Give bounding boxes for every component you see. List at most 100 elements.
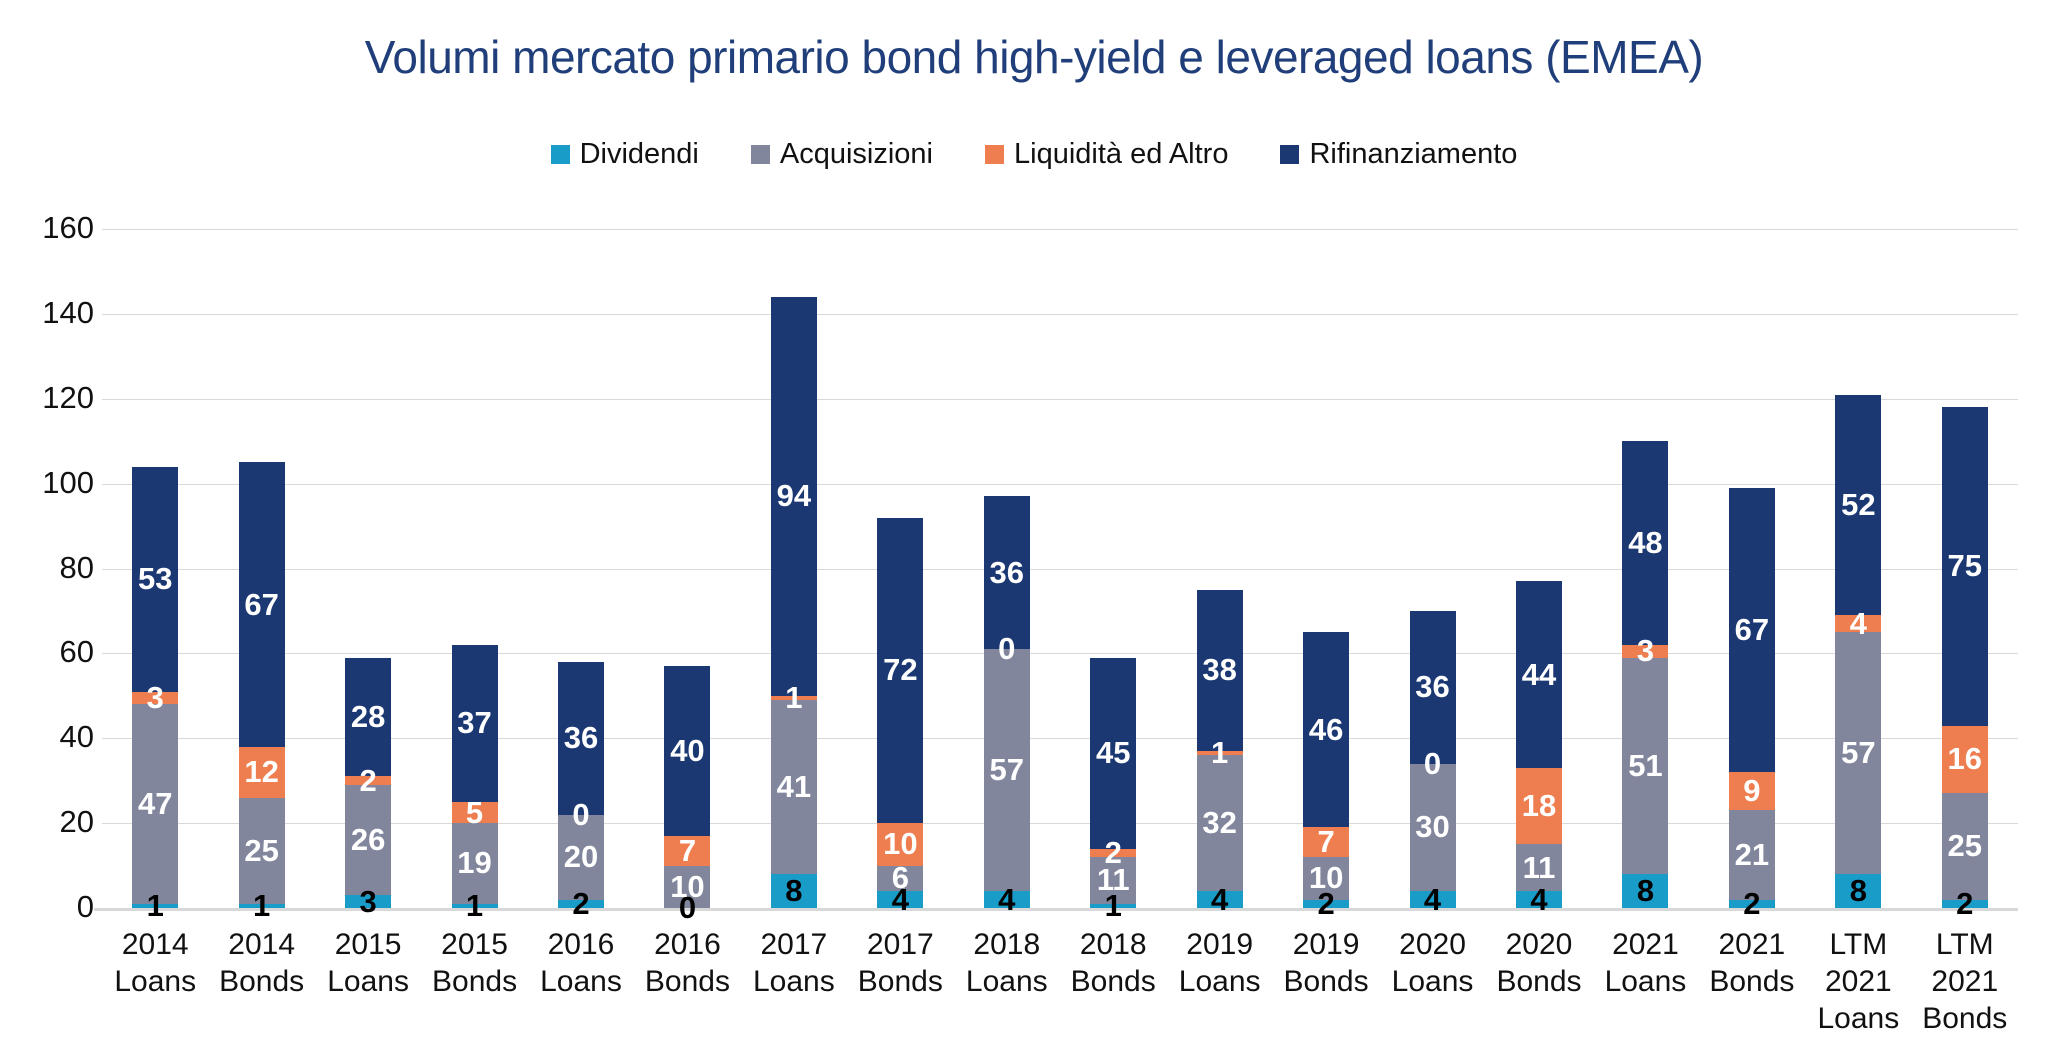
- data-label: 51: [1628, 747, 1663, 783]
- bar-segment-rifinanziamento-2017-bonds: [877, 517, 924, 824]
- bar-segment-rifinanziamento-2015-bonds: [451, 644, 498, 802]
- bar-segment-acquisizioni-2018-bonds: [1090, 857, 1137, 904]
- data-label: 94: [776, 478, 812, 514]
- x-axis-category-label: 2014 Bonds: [219, 928, 305, 998]
- data-label: 4: [1423, 881, 1442, 917]
- bar-segment-dividendi-2018-loans: [983, 891, 1030, 908]
- bar-segment-rifinanziamento-2016-loans: [558, 661, 604, 815]
- bar-segment-acquisizioni-2018-loans: [983, 649, 1030, 892]
- data-label: 57: [989, 752, 1024, 788]
- bar-segment-acquisizioni-2015-loans: [345, 784, 392, 896]
- x-axis-category-label: 2018 Bonds: [1070, 928, 1156, 998]
- data-label: 4: [1530, 881, 1548, 917]
- data-label: 0: [1423, 745, 1442, 781]
- data-label: 21: [1734, 836, 1770, 872]
- data-label: 53: [137, 561, 173, 597]
- data-label: 8: [1636, 873, 1655, 909]
- data-label: 3: [1636, 633, 1655, 669]
- data-label: 7: [678, 832, 697, 868]
- bar-segment-acquisizioni-2014-loans: [132, 704, 179, 904]
- bar-segment-liquidit-ed-altro-ltm-2021-bonds: [1941, 725, 1988, 794]
- data-label: 44: [1521, 656, 1557, 692]
- bar-segment-rifinanziamento-2018-bonds: [1090, 657, 1137, 849]
- data-label: 45: [1095, 735, 1131, 771]
- bar-segment-dividendi-2019-bonds: [1303, 899, 1350, 908]
- data-label: 2: [359, 762, 377, 798]
- bar-segment-liquidit-ed-altro-2014-loans: [132, 691, 179, 705]
- bar-segment-dividendi-2020-bonds: [1516, 891, 1562, 908]
- bar-segment-acquisizioni-2015-bonds: [451, 823, 498, 904]
- bar-segment-rifinanziamento-ltm-2021-bonds: [1941, 407, 1988, 726]
- data-label: 30: [1415, 809, 1450, 845]
- data-label: 25: [1947, 828, 1982, 864]
- bar-segment-acquisizioni-2020-loans: [1409, 763, 1456, 892]
- data-label: 1: [1104, 887, 1122, 923]
- data-label: 10: [670, 868, 705, 904]
- legend-swatch-liquidita: [985, 145, 1005, 164]
- bar-segment-dividendi-2016-loans: [558, 899, 604, 908]
- bar-segment-dividendi-2021-loans: [1622, 874, 1669, 908]
- data-label: 26: [350, 822, 386, 858]
- bar-segment-dividendi-2021-bonds: [1728, 899, 1775, 908]
- bar-segment-acquisizioni-2016-bonds: [664, 865, 711, 908]
- data-label: 1: [785, 679, 803, 715]
- x-axis-category-label: 2019 Bonds: [1283, 928, 1369, 998]
- gridline-y-40: [102, 738, 2018, 740]
- bar-segment-liquidit-ed-altro-2019-bonds: [1303, 827, 1350, 858]
- x-axis-category-label: 2014 Loans: [114, 928, 197, 998]
- x-axis-category-label: 2018 Loans: [965, 928, 1048, 998]
- bar-segment-liquidit-ed-altro-2015-loans: [345, 776, 392, 785]
- x-axis-category-label: 2016 Bonds: [644, 928, 730, 998]
- x-axis-category-label: 2021 Loans: [1604, 928, 1687, 998]
- y-axis-tick-label: 0: [76, 889, 94, 924]
- y-axis-tick-label: 140: [42, 294, 94, 330]
- chart-title: Volumi mercato primario bond high-yield …: [364, 31, 1704, 83]
- data-label: 46: [1308, 711, 1344, 747]
- bar-segment-acquisizioni-2017-bonds: [877, 865, 924, 892]
- data-label: 1: [1211, 735, 1229, 771]
- data-label: 2: [1104, 834, 1122, 870]
- data-label: 3: [146, 679, 164, 715]
- bar-segment-acquisizioni-ltm-2021-loans: [1835, 632, 1882, 875]
- legend-swatch-rifinanziamento: [1280, 145, 1300, 164]
- data-label: 67: [1734, 612, 1770, 648]
- bar-segment-dividendi-2015-loans: [345, 895, 392, 908]
- y-axis-tick-label: 80: [59, 549, 94, 585]
- data-label: 1: [146, 887, 164, 923]
- data-label: 11: [1096, 862, 1130, 898]
- bar-segment-acquisizioni-2019-loans: [1196, 755, 1243, 892]
- data-label: 4: [1211, 881, 1229, 917]
- bar-segment-rifinanziamento-2016-bonds: [664, 666, 711, 836]
- y-axis-tick-label: 160: [42, 210, 94, 245]
- data-label: 57: [1841, 735, 1876, 771]
- bar-segment-dividendi-2015-bonds: [451, 903, 498, 908]
- legend-swatch-dividendi: [550, 145, 570, 164]
- y-axis-tick-label: 120: [42, 379, 94, 415]
- bar-segment-dividendi-2018-bonds: [1090, 903, 1137, 908]
- data-label: 19: [457, 845, 492, 881]
- y-axis-tick-label: 20: [59, 804, 94, 840]
- data-label: 52: [1841, 486, 1876, 522]
- gridline-y-120: [102, 398, 2018, 400]
- bar-segment-liquidit-ed-altro-2020-bonds: [1516, 767, 1562, 845]
- data-label: 40: [670, 732, 705, 768]
- bar-segment-rifinanziamento-2015-loans: [345, 657, 392, 777]
- data-label: 28: [350, 699, 386, 735]
- bar-segment-dividendi-2014-bonds: [238, 903, 285, 908]
- bar-segment-liquidit-ed-altro-2015-bonds: [451, 801, 498, 824]
- data-label: 0: [998, 631, 1016, 667]
- legend-label: Liquidità ed Altro: [1014, 138, 1229, 170]
- bar-segment-acquisizioni-ltm-2021-bonds: [1941, 793, 1988, 900]
- data-label: 5: [465, 794, 484, 830]
- bar-segment-rifinanziamento-2020-loans: [1409, 610, 1456, 764]
- x-axis-category-label: LTM 2021 Loans: [1817, 928, 1900, 1035]
- data-label: 0: [572, 796, 590, 832]
- bar-segment-dividendi-2014-loans: [132, 903, 179, 908]
- y-axis-tick-label: 100: [42, 464, 94, 500]
- bar-segment-acquisizioni-2021-bonds: [1728, 810, 1775, 900]
- data-label: 12: [244, 754, 279, 790]
- data-label: 2: [1743, 885, 1761, 921]
- data-label: 25: [244, 832, 279, 868]
- legend-item-liquidita: Liquidità ed Altro: [985, 138, 1228, 171]
- data-label: 18: [1521, 788, 1557, 824]
